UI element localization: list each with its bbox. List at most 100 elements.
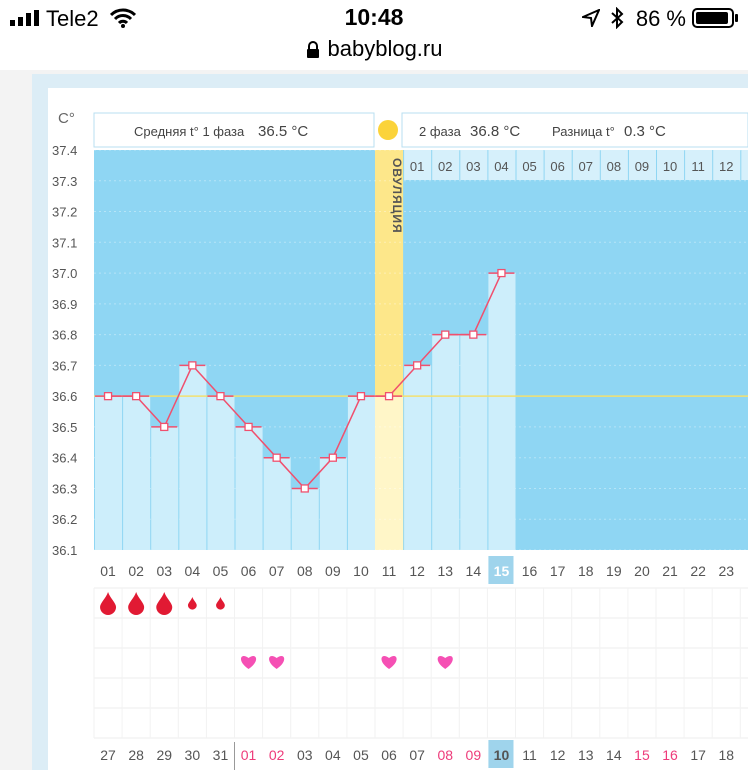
- heart-icon: [269, 656, 285, 669]
- cycle-day-label: 13: [437, 563, 453, 579]
- y-tick-label: 36.7: [52, 358, 77, 373]
- phase2-day-cell: [685, 150, 713, 180]
- temp-diff-label: Разница t°: [552, 124, 615, 139]
- temperature-point: [160, 422, 169, 432]
- phase2-day-label: 06: [550, 159, 564, 174]
- phase2-avg-label: 2 фаза: [419, 124, 462, 139]
- temperature-point: [216, 392, 225, 401]
- phase2-day-cell: [713, 150, 741, 180]
- calendar-day-label: 17: [690, 747, 706, 763]
- cycle-day-label: 08: [297, 563, 313, 579]
- blood-drop-icon: [156, 592, 173, 615]
- temperature-point: [272, 453, 281, 462]
- phase2-day-label: 12: [719, 159, 733, 174]
- temperature-point: [469, 330, 478, 339]
- y-tick-label: 36.3: [52, 481, 77, 496]
- y-tick-label: 37.0: [52, 266, 77, 281]
- wifi-icon: [110, 8, 136, 28]
- temperature-point: [188, 361, 197, 370]
- phase2-day-cell: [741, 150, 748, 180]
- cycle-day-label: 18: [578, 563, 594, 579]
- battery-icon: [692, 8, 738, 28]
- cycle-day-label: 15: [494, 563, 510, 579]
- temperature-point: [412, 361, 422, 370]
- cycle-day-label: 22: [690, 563, 706, 579]
- phase1-avg-value: 36.5 °C: [258, 123, 308, 140]
- calendar-day-label: 31: [213, 747, 229, 763]
- address-bar[interactable]: babyblog.ru: [0, 34, 748, 70]
- status-bar: Tele2 10:48 86 %: [0, 0, 748, 36]
- temperature-column: [235, 426, 263, 550]
- location-arrow-icon: [582, 9, 600, 27]
- temperature-column: [404, 365, 432, 550]
- calendar-day-label: 08: [437, 747, 453, 763]
- bluetooth-icon: [611, 7, 624, 29]
- y-tick-label: 37.2: [52, 205, 77, 220]
- heart-icon: [381, 656, 397, 669]
- cycle-day-label: 11: [382, 563, 397, 579]
- temperature-point: [356, 392, 366, 401]
- temperature-column: [123, 396, 151, 550]
- signal-icon: [10, 10, 39, 26]
- y-tick-label: 36.8: [52, 328, 77, 343]
- y-tick-label: 36.6: [52, 389, 77, 404]
- header-phase2-box: [401, 112, 748, 148]
- temperature-point: [441, 330, 450, 339]
- calendar-day-label: 10: [494, 747, 510, 763]
- y-tick-label: 36.4: [52, 451, 77, 466]
- phase2-day-cell: [657, 150, 685, 180]
- calendar-day-label: 02: [269, 747, 285, 763]
- phase2-day-label: 11: [691, 159, 705, 174]
- temperature-point: [497, 268, 506, 278]
- phase2-day-cell: [628, 150, 656, 180]
- calendar-day-label: 01: [241, 747, 257, 763]
- calendar-day-label: 13: [578, 747, 594, 763]
- y-tick-label: 36.2: [52, 512, 77, 527]
- cycle-day-label: 10: [353, 563, 369, 579]
- calendar-day-label: 15: [634, 747, 650, 763]
- calendar-day-label: 06: [381, 747, 397, 763]
- temperature-column: [207, 396, 235, 550]
- calendar-day-label: 29: [156, 747, 172, 763]
- calendar-day-label: 27: [100, 747, 116, 763]
- calendar-day-label: 14: [606, 747, 622, 763]
- calendar-day-label: 04: [325, 747, 341, 763]
- battery-percent: 86 %: [635, 6, 686, 31]
- phase2-day-label: 03: [466, 159, 480, 174]
- y-tick-label: 36.5: [52, 420, 77, 435]
- today-calendar-highlight: [488, 740, 514, 768]
- calendar-day-label: 16: [662, 747, 678, 763]
- phase2-day-cell: [516, 150, 544, 180]
- cycle-day-label: 21: [662, 563, 678, 579]
- cycle-day-label: 06: [241, 563, 257, 579]
- temperature-column: [291, 488, 319, 550]
- y-tick-label: 37.4: [52, 143, 77, 158]
- blood-drop-icon: [216, 596, 225, 610]
- calendar-day-label: 07: [409, 747, 425, 763]
- cycle-day-label: 17: [550, 563, 566, 579]
- temperature-point: [300, 484, 309, 493]
- cycle-day-label: 03: [156, 563, 172, 579]
- cycle-day-label: 23: [718, 563, 734, 579]
- blood-drop-icon: [187, 596, 197, 610]
- today-cycle-day-highlight: [488, 556, 514, 584]
- y-tick-label: 36.1: [52, 543, 77, 558]
- phase2-day-cell: [432, 150, 460, 180]
- y-tick-label: 37.3: [52, 174, 77, 189]
- phase2-day-label: 07: [579, 159, 593, 174]
- temperature-point: [328, 453, 338, 462]
- temperature-point: [244, 422, 253, 432]
- calendar-day-label: 18: [718, 747, 734, 763]
- cycle-day-label: 09: [325, 563, 341, 579]
- phase2-day-cell: [488, 150, 516, 180]
- cycle-day-label: 19: [606, 563, 622, 579]
- temperature-column: [319, 457, 347, 550]
- lock-icon: [306, 41, 319, 59]
- phase2-day-cell: [544, 150, 572, 180]
- calendar-day-label: 03: [297, 747, 313, 763]
- ovulation-column-lower: [375, 396, 404, 550]
- cycle-day-label: 16: [522, 563, 538, 579]
- calendar-day-label: 30: [185, 747, 201, 763]
- carrier-name: Tele2: [46, 6, 99, 31]
